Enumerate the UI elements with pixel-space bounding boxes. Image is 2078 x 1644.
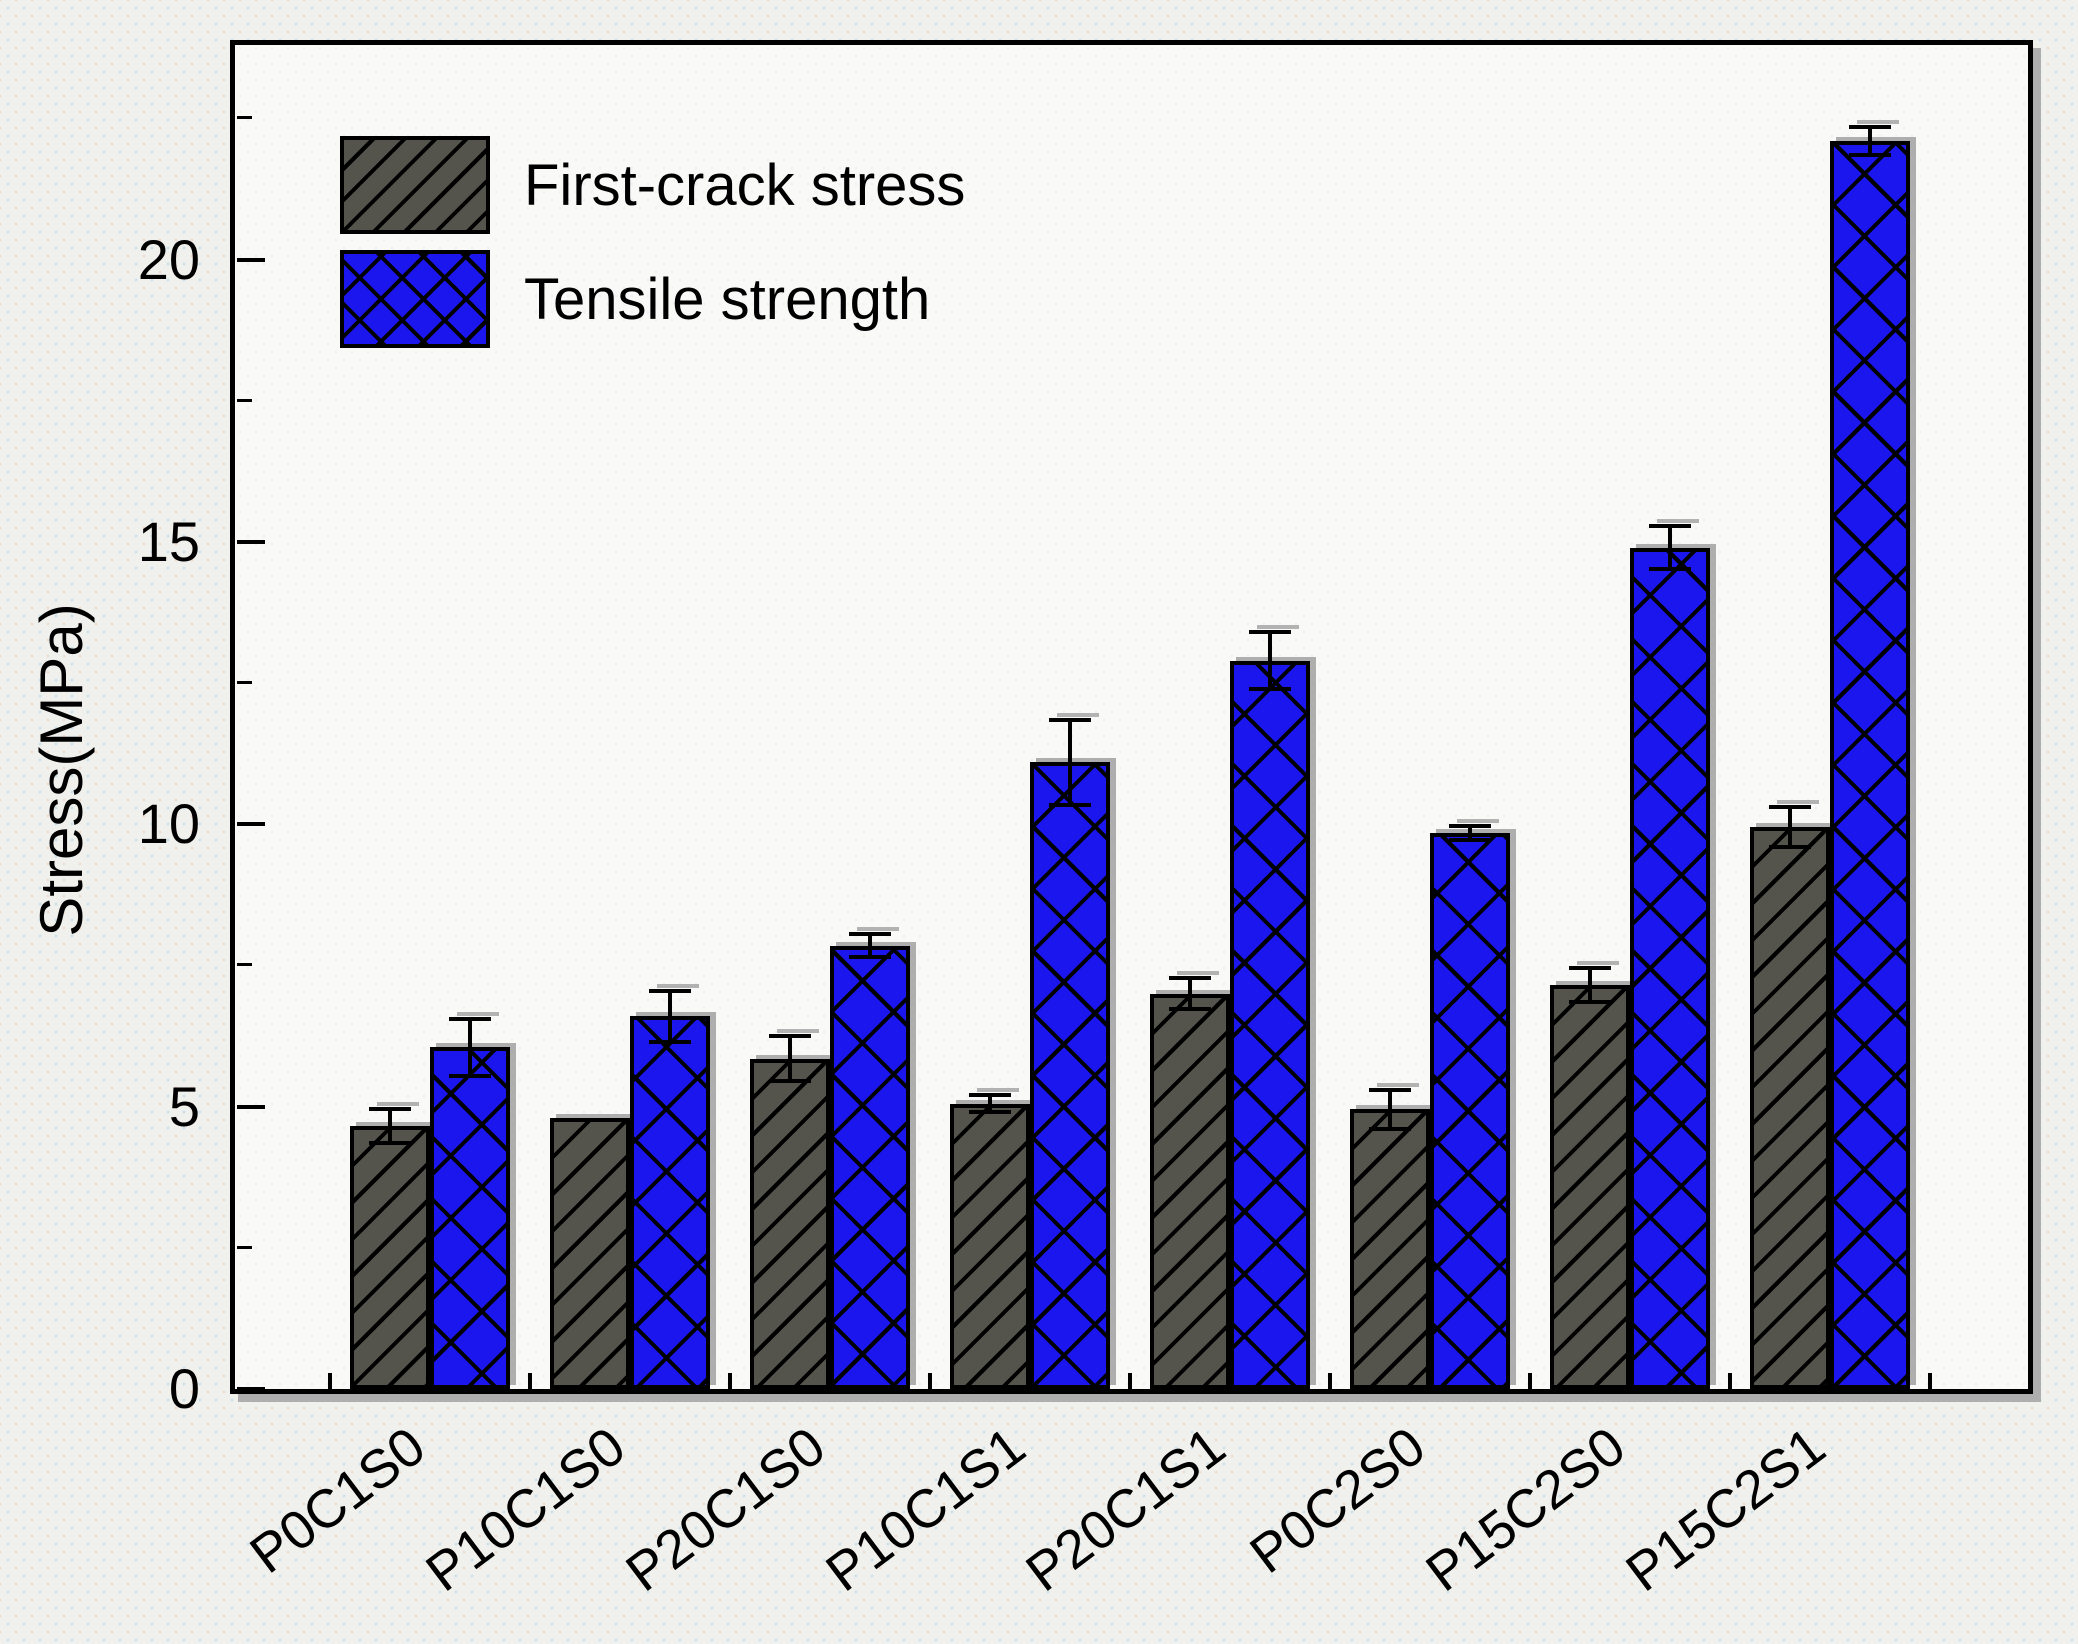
x-boundary-tick [1528,1373,1532,1389]
x-boundary-tick [1128,1373,1132,1389]
error-bar-cap [1169,976,1211,981]
error-bar-cap [369,1141,411,1146]
bar-tensile [1630,547,1710,1389]
error-bar-cap [1369,1127,1411,1132]
bar-tensile [1230,660,1310,1389]
error-bar-cap [1849,124,1891,129]
error-bar-cap [769,1079,811,1084]
bar-tensile [1030,762,1110,1389]
error-bar-cap [1249,630,1291,635]
error-bar-cap [649,1039,691,1044]
error-bar-cap [369,1107,411,1112]
bar-first-crack [350,1126,430,1389]
error-bar-cap [1249,686,1291,691]
y-major-tick [237,257,265,262]
bar-tensile [630,1016,710,1389]
error-bar-cap [1449,837,1491,842]
error-bar-whisker [1268,632,1272,689]
y-minor-tick [237,681,252,685]
legend-swatch-tensile-icon [340,250,490,348]
y-minor-tick [237,116,252,120]
y-minor-tick [237,398,252,402]
legend-label-first-crack: First-crack stress [524,152,966,218]
y-major-tick [237,539,265,544]
legend-item-first-crack: First-crack stress [340,136,965,234]
error-bar-cap [849,932,891,937]
legend-swatch-first-crack-icon [340,136,490,234]
bar-first-crack [1150,993,1230,1389]
error-bar-whisker [388,1109,392,1144]
error-bar-cap [649,988,691,993]
x-boundary-tick [928,1373,932,1389]
y-tick-label: 0 [168,1357,200,1420]
error-bar-cap [969,1093,1011,1098]
error-bar-cap [1649,567,1691,572]
y-minor-tick [237,963,252,967]
bar-first-crack [750,1058,830,1389]
error-bar-cap [1569,1000,1611,1005]
y-tick-label: 20 [137,227,200,291]
x-boundary-tick [528,1373,532,1389]
error-bar-whisker [1788,807,1792,847]
error-bar-cap [1049,717,1091,722]
y-tick-label: 10 [137,792,200,856]
error-bar-cap [1769,844,1811,849]
error-bar-cap [769,1034,811,1039]
bar-first-crack [1750,827,1830,1389]
y-minor-tick [237,1245,252,1249]
error-bar-cap [1449,823,1491,828]
y-tick-label: 15 [137,509,200,573]
x-boundary-tick [728,1373,732,1389]
error-bar-cap [1849,153,1891,158]
error-bar-cap [449,1017,491,1022]
bar-tensile [1430,832,1510,1389]
error-bar-whisker [1188,978,1192,1009]
error-bar-whisker [788,1036,792,1082]
error-bar-cap [1369,1087,1411,1092]
error-bar-whisker [468,1019,472,1076]
error-bar-whisker [668,990,672,1042]
error-bar-whisker [1588,968,1592,1003]
error-bar-cap [969,1110,1011,1115]
error-bar-cap [849,955,891,959]
y-tick-label: 5 [168,1074,200,1138]
error-bar-whisker [1468,825,1472,840]
bar-first-crack [1350,1109,1430,1389]
x-boundary-tick [328,1373,332,1389]
bar-tensile [1830,141,1910,1389]
x-boundary-tick [1928,1373,1932,1389]
error-bar-whisker [1868,126,1872,156]
error-bar-cap [1649,524,1691,529]
bar-first-crack [1550,985,1630,1389]
plot-frame [230,40,2033,1394]
error-bar-whisker [1668,526,1672,570]
x-boundary-tick [1728,1373,1732,1389]
bar-first-crack [550,1117,630,1389]
error-bar-cap [1569,966,1611,971]
error-bar-whisker [1388,1089,1392,1130]
error-bar-whisker [1068,719,1072,805]
error-bar-cap [1049,802,1091,807]
legend-label-tensile: Tensile strength [524,266,931,332]
bar-tensile [830,945,910,1389]
y-major-tick [237,1104,265,1109]
y-major-tick [237,822,265,827]
plot-background [235,45,2028,1389]
bar-first-crack [950,1103,1030,1389]
error-bar-whisker [988,1095,992,1113]
error-bar-cap [1769,805,1811,810]
legend-item-tensile: Tensile strength [340,250,965,348]
y-major-tick [237,1387,265,1391]
error-bar-cap [449,1073,491,1078]
x-boundary-tick [1328,1373,1332,1389]
bar-tensile [430,1047,510,1389]
error-bar-whisker [868,934,872,957]
legend: First-crack stress Tensile strength [340,136,965,364]
error-bar-cap [1169,1006,1211,1011]
